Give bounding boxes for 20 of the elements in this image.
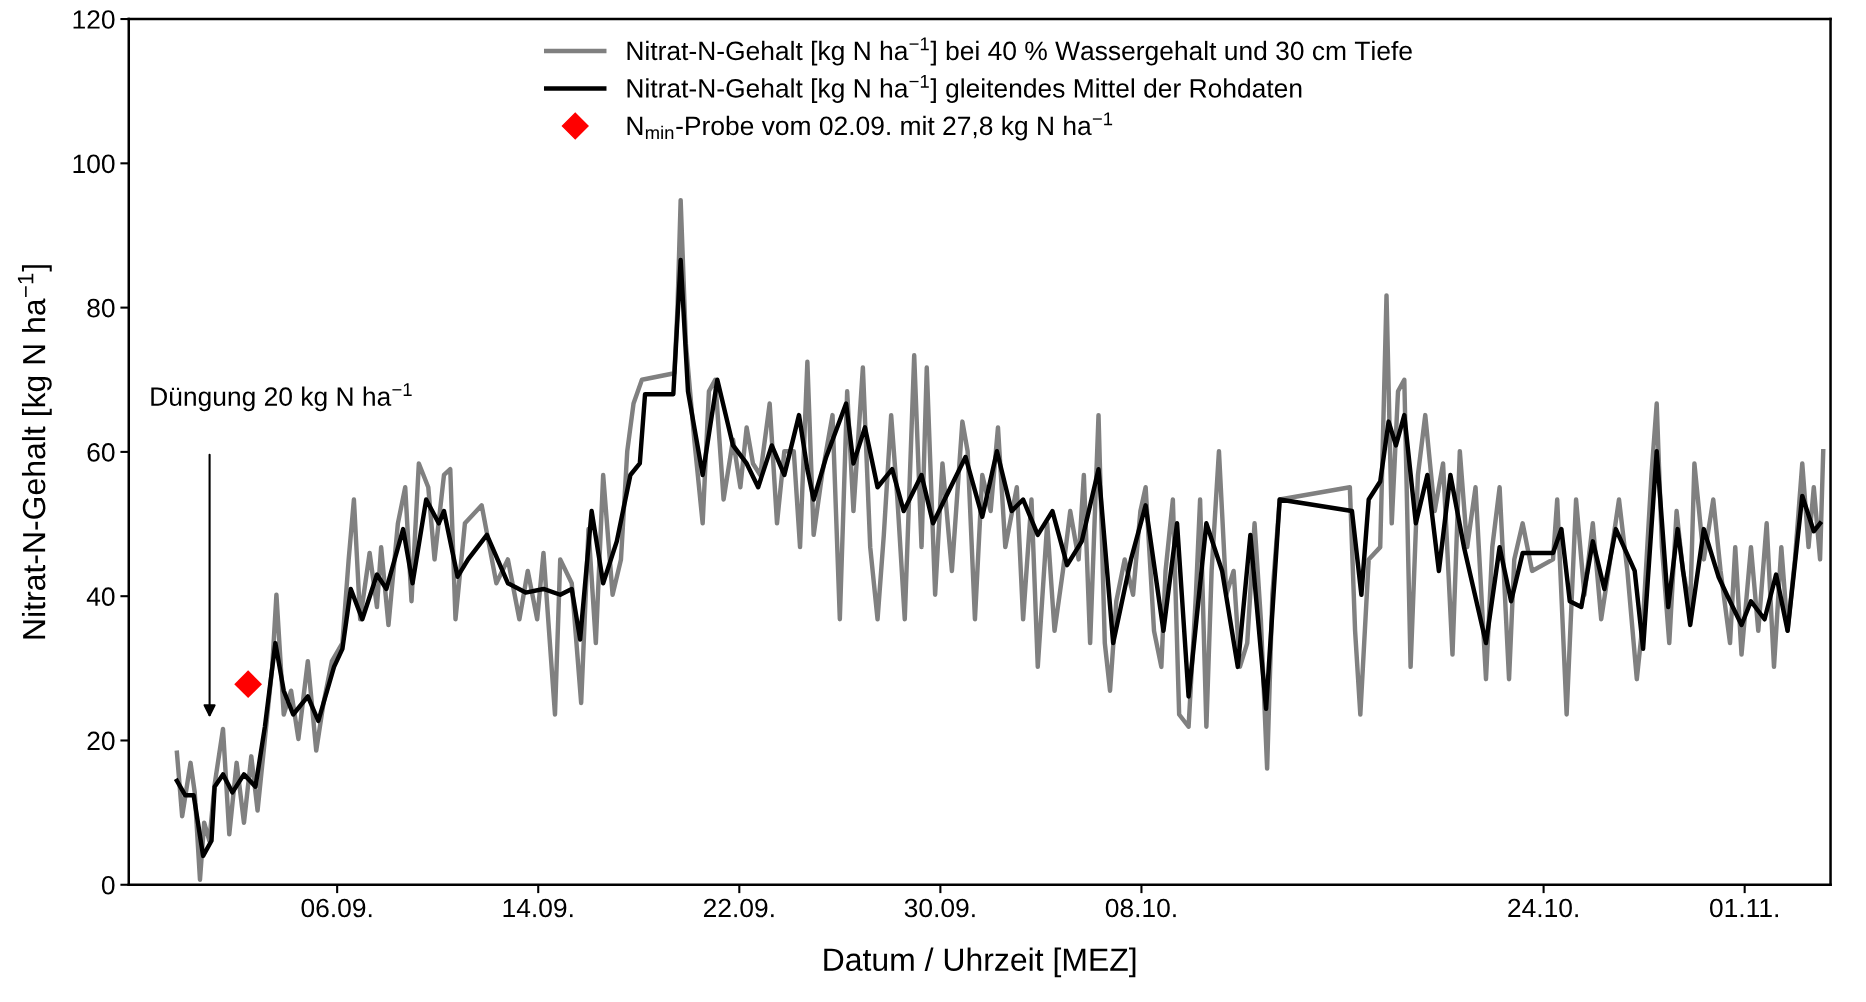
x-tick-label: 14.09.	[503, 898, 573, 918]
y-tick-label: 120	[73, 10, 115, 29]
y-tick-label: 20	[87, 731, 115, 751]
x-tick-label: 30.09.	[904, 898, 975, 918]
x-tick-label: 01.11.	[1709, 898, 1778, 918]
y-tick-label: 40	[86, 587, 115, 607]
x-tick-label: 08.10.	[1105, 898, 1176, 918]
y-tick-label: 0	[101, 875, 115, 895]
y-tick-label: 100	[73, 154, 115, 174]
legend-label: N$_{min}$-Probe vom 02.09. mit 27,8 kg N ha$^{−1}$	[627, 112, 1113, 141]
y-axis-title: Nitrat-N-Gehalt [kg N ha$^{−1}$]	[17, 265, 52, 639]
legend-label: Nitrat-N-Gehalt [kg N ha$^{−1}$] gleitendes Mittel der Rohdaten	[627, 74, 1302, 103]
x-tick-label: 24.10.	[1508, 898, 1578, 918]
legend-label: Nitrat-N-Gehalt [kg N ha$^{−1}$] bei 40 % Wassergehalt und 30 cm Tiefe	[627, 37, 1412, 66]
x-tick-label: 22.09.	[703, 898, 774, 918]
y-tick-label: 60	[87, 443, 115, 462]
x-axis-title: Datum / Uhrzeit [MEZ]	[824, 947, 1136, 978]
annotation: Düngung 20 kg N ha$^{−1}$	[151, 383, 412, 412]
x-tick-label: 06.09.	[301, 898, 372, 918]
y-tick-label: 80	[87, 298, 115, 318]
